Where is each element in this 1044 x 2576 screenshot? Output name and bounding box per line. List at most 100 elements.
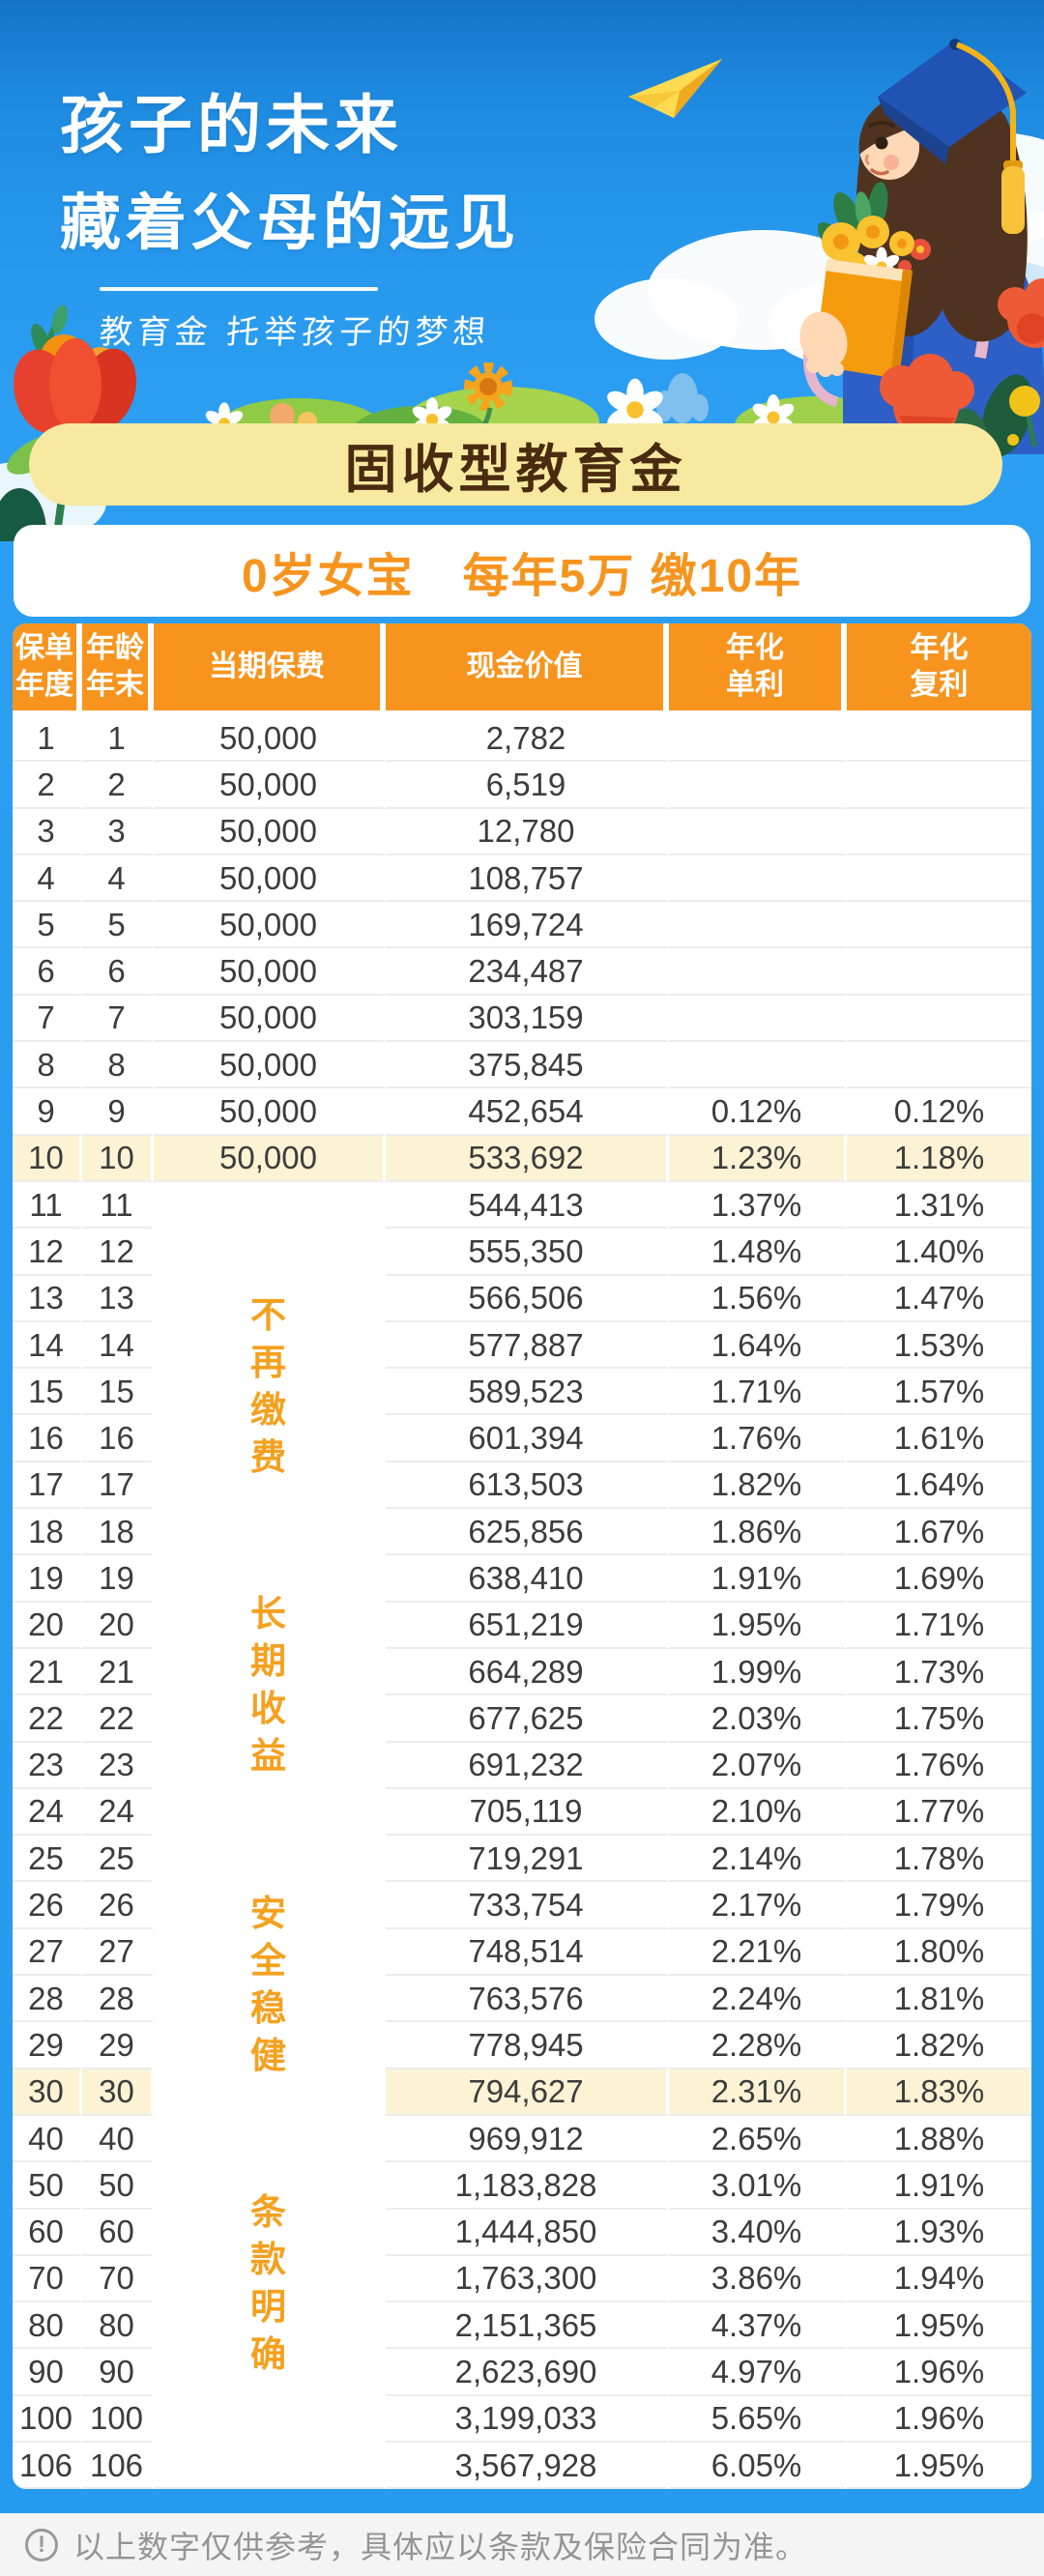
- table-row: 19 19 638,410 1.91% 1.69%: [13, 1555, 1031, 1603]
- table-cell-year: 40: [13, 2115, 82, 2163]
- table-cell-year: 14: [13, 1321, 82, 1370]
- column-header-policy-year: 保单 年度: [13, 623, 82, 715]
- table-row: 21 21 664,289 1.99% 1.73%: [13, 1648, 1031, 1696]
- graduation-cap-icon: [878, 39, 1027, 234]
- table-cell-premium: 50,000: [154, 1135, 386, 1182]
- table-cell-compound: 1.67%: [847, 1509, 1031, 1556]
- table-cell-cash_value: 2,151,365: [386, 2302, 669, 2350]
- table-cell-age: 106: [82, 2442, 154, 2490]
- table-cell-year: 30: [13, 2069, 82, 2116]
- table-cell-simple: [669, 762, 847, 809]
- table-cell-compound: 1.95%: [847, 2442, 1031, 2490]
- table-row: 29 29 778,945 2.28% 1.82%: [13, 2022, 1031, 2069]
- table-row: 18 18 625,856 1.86% 1.67%: [13, 1509, 1031, 1556]
- table-cell-age: 5: [82, 902, 154, 949]
- table-cell-simple: [669, 808, 847, 855]
- table-cell-simple: 1.56%: [669, 1275, 847, 1322]
- table-cell-simple: [669, 995, 847, 1043]
- table-cell-cash_value: 719,291: [386, 1836, 669, 1883]
- table-row: 30 30 794,627 2.31% 1.83%: [13, 2069, 1031, 2116]
- table-cell-year: 18: [13, 1509, 82, 1556]
- table-cell-age: 4: [82, 854, 154, 903]
- column-header-cash-value: 现金价值: [386, 623, 669, 715]
- table-cell-simple: 1.99%: [669, 1648, 847, 1696]
- blue-sprout: [656, 373, 709, 423]
- table-cell-simple: 2.24%: [669, 1976, 847, 2023]
- table-cell-simple: 6.05%: [669, 2442, 847, 2490]
- table-cell-age: 9: [82, 1088, 154, 1136]
- table-row: 80 80 2,151,365 4.37% 1.95%: [13, 2302, 1031, 2350]
- table-cell-cash_value: 234,487: [386, 948, 669, 996]
- poster-title-line2: 藏着父母的远见: [60, 189, 520, 257]
- disclaimer-text: 以上数字仅供参考，具体应以条款及保险合同为准。: [73, 2529, 808, 2564]
- table-cell-cash_value: 566,506: [386, 1275, 669, 1322]
- table-cell-cash_value: 169,724: [386, 902, 669, 949]
- table-cell-year: 23: [13, 1742, 82, 1789]
- table-cell-year: 7: [13, 995, 82, 1043]
- table-cell-age: 18: [82, 1509, 154, 1556]
- table-cell-simple: 5.65%: [669, 2395, 847, 2443]
- table-cell-age: 2: [82, 762, 154, 809]
- table-cell-age: 100: [82, 2395, 154, 2443]
- table-cell-simple: 1.71%: [669, 1369, 847, 1416]
- table-cell-simple: 2.21%: [669, 1928, 847, 1977]
- column-header-simple-rate: 年化 单利: [669, 623, 847, 715]
- table-cell-compound: 1.61%: [847, 1415, 1031, 1462]
- table-cell-cash_value: 778,945: [386, 2022, 669, 2069]
- table-cell-cash_value: 763,576: [386, 1976, 669, 2023]
- table-cell-cash_value: 794,627: [386, 2069, 669, 2116]
- table-cell-compound: 1.75%: [847, 1695, 1031, 1743]
- table-cell-age: 27: [82, 1928, 154, 1977]
- table-cell-simple: 1.91%: [669, 1555, 847, 1603]
- table-cell-premium: 50,000: [154, 902, 386, 949]
- table-row: 70 70 1,763,300 3.86% 1.94%: [13, 2255, 1031, 2303]
- table-cell-cash_value: 303,159: [386, 995, 669, 1043]
- table-cell-simple: 2.03%: [669, 1695, 847, 1743]
- table-cell-year: 16: [13, 1415, 82, 1462]
- table-cell-compound: 1.47%: [847, 1275, 1031, 1322]
- table-cell-year: 21: [13, 1648, 82, 1696]
- table-cell-age: 60: [82, 2209, 154, 2256]
- plan-summary-text: 0岁女宝 每年5万 缴10年: [241, 550, 803, 602]
- table-cell-compound: [847, 902, 1031, 949]
- poster-subtitle: 教育金 托举孩子的梦想: [98, 314, 492, 351]
- table-row: 9 9 50,000 452,654 0.12% 0.12%: [13, 1088, 1031, 1136]
- table-cell-cash_value: 691,232: [386, 1742, 669, 1789]
- table-cell-cash_value: 108,757: [386, 854, 669, 903]
- table-cell-year: 27: [13, 1928, 82, 1977]
- table-cell-year: 3: [13, 808, 82, 855]
- table-cell-simple: 2.65%: [669, 2115, 847, 2163]
- table-cell-year: 2: [13, 762, 82, 809]
- table-cell-age: 13: [82, 1275, 154, 1322]
- table-cell-compound: 1.79%: [847, 1882, 1031, 1929]
- table-cell-compound: 1.94%: [847, 2255, 1031, 2303]
- table-cell-premium: 50,000: [154, 948, 386, 996]
- table-cell-simple: 2.17%: [669, 1882, 847, 1929]
- table-cell-cash_value: 533,692: [386, 1135, 669, 1182]
- table-cell-year: 5: [13, 902, 82, 949]
- table-cell-compound: 1.96%: [847, 2395, 1031, 2443]
- table-cell-compound: 1.64%: [847, 1462, 1031, 1510]
- table-cell-simple: [669, 948, 847, 996]
- table-cell-compound: 1.82%: [847, 2022, 1031, 2069]
- table-cell-simple: 2.28%: [669, 2022, 847, 2069]
- table-cell-compound: 1.81%: [847, 1976, 1031, 2023]
- table-row: 14 14 577,887 1.64% 1.53%: [13, 1321, 1031, 1370]
- table-cell-compound: 1.93%: [847, 2209, 1031, 2256]
- table-cell-age: 28: [82, 1976, 154, 2023]
- table-cell-year: 25: [13, 1836, 82, 1883]
- table-cell-compound: 1.57%: [847, 1369, 1031, 1416]
- table-cell-simple: 1.23%: [669, 1135, 847, 1182]
- table-cell-age: 24: [82, 1788, 154, 1837]
- table-cell-age: 70: [82, 2255, 154, 2303]
- table-cell-year: 11: [13, 1181, 82, 1230]
- table-row: 100 100 3,199,033 5.65% 1.96%: [13, 2395, 1031, 2443]
- product-banner-label: 固收型教育金: [344, 441, 687, 499]
- table-cell-age: 29: [82, 2022, 154, 2069]
- table-row: 28 28 763,576 2.24% 1.81%: [13, 1976, 1031, 2023]
- table-cell-premium: 50,000: [154, 1042, 386, 1089]
- table-cell-year: 29: [13, 2022, 82, 2069]
- table-row: 106 106 3,567,928 6.05% 1.95%: [13, 2442, 1031, 2490]
- table-cell-age: 3: [82, 808, 154, 855]
